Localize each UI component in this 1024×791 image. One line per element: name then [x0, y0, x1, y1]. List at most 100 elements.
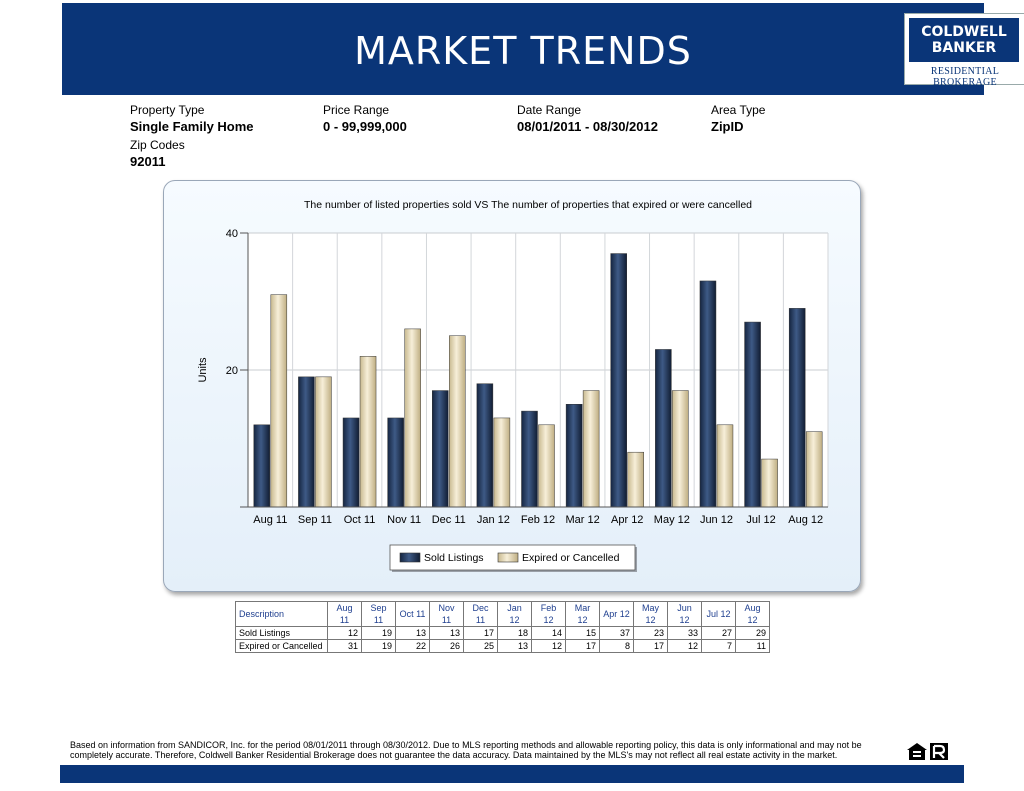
table-cell: 26: [429, 639, 464, 653]
data-table: Description Aug 11 Sep 11 Oct 11 Nov 11 Dec 1…: [235, 601, 770, 653]
date-range-value: 08/01/2011 - 08/30/2012: [517, 119, 658, 134]
table-cell: 22: [395, 639, 430, 653]
header-banner: MARKET TRENDS COLDWELL BANKER RESIDENTIA…: [62, 3, 1024, 95]
table-cell: 14: [531, 626, 566, 640]
table-header-cell: Apr 12: [599, 601, 634, 627]
property-type-label: Property Type: [130, 103, 205, 117]
bar-expired: [716, 424, 734, 508]
bar-expired: [270, 294, 288, 508]
price-range-value: 0 - 99,999,000: [323, 119, 407, 134]
bar-chart: The number of listed properties sold VS …: [197, 199, 829, 572]
logo-mark: COLDWELL BANKER: [909, 18, 1019, 62]
bar-sold: [387, 417, 404, 508]
x-tick-label: Jan 12: [477, 514, 510, 526]
table-header-cell: Aug 11: [327, 601, 362, 627]
table-cell: 29: [735, 626, 770, 640]
bar-expired: [538, 424, 555, 508]
table-cell: 12: [667, 639, 702, 653]
table-cell: 17: [463, 626, 498, 640]
legend-label: Expired or Cancelled: [522, 552, 620, 564]
table-cell: 27: [701, 626, 736, 640]
table-cell: 11: [735, 639, 770, 653]
table-header-cell: May 12: [633, 601, 668, 627]
bar-sold: [610, 253, 627, 508]
table-header-cell: Description: [235, 601, 328, 627]
zip-codes-label: Zip Codes: [130, 138, 185, 152]
logo-subtitle: RESIDENTIAL BROKERAGE: [930, 66, 1000, 88]
table-cell: 19: [361, 639, 396, 653]
bar-sold: [655, 349, 672, 508]
table-row-label: Sold Listings: [235, 626, 328, 640]
x-tick-label: Sep 11: [298, 514, 332, 526]
x-tick-label: Nov 11: [387, 514, 421, 526]
y-tick-label: 20: [226, 365, 238, 377]
legend-swatch: [399, 552, 421, 563]
bar-expired: [449, 335, 466, 508]
bar-expired: [627, 451, 644, 508]
chart-panel: The number of listed properties sold VS …: [163, 180, 861, 592]
bar-sold: [253, 424, 271, 508]
table-cell: 15: [565, 626, 600, 640]
logo-line2: BANKER: [931, 40, 997, 56]
table-header-cell: Aug 12: [735, 601, 770, 627]
table-cell: 8: [599, 639, 634, 653]
x-tick-label: Oct 11: [344, 514, 376, 526]
disclaimer-line1: Based on information from SANDICOR, Inc.…: [70, 740, 862, 750]
bar-expired: [582, 390, 600, 508]
disclaimer: Based on information from SANDICOR, Inc.…: [70, 740, 890, 760]
table-header-cell: Nov 11: [429, 601, 464, 627]
bar-expired: [404, 328, 421, 508]
bar-sold: [298, 376, 315, 508]
bar-expired: [493, 417, 511, 508]
bar-sold: [432, 390, 449, 508]
bar-sold: [744, 321, 761, 508]
table-header-cell: Jun 12: [667, 601, 702, 627]
table-cell: 31: [327, 639, 362, 653]
bar-expired: [315, 376, 332, 508]
table-row: Sold Listings 12 19 13 13 17 18 14 15 37 23 33 27 29: [235, 626, 770, 640]
chart-title: The number of listed properties sold VS …: [304, 199, 752, 211]
table-cell: 7: [701, 639, 736, 653]
table-cell: 12: [327, 626, 362, 640]
area-type-value: ZipID: [711, 119, 744, 134]
table-header-cell: Feb 12: [531, 601, 566, 627]
table-cell: 19: [361, 626, 396, 640]
legend-swatch: [497, 552, 519, 563]
zip-codes-value: 92011: [130, 154, 166, 169]
price-range-label: Price Range: [323, 103, 390, 117]
table-header-row: Description Aug 11 Sep 11 Oct 11 Nov 11 Dec 1…: [235, 601, 770, 627]
x-tick-label: Aug 12: [788, 514, 823, 526]
table-cell: 13: [429, 626, 464, 640]
x-tick-label: Mar 12: [565, 514, 599, 526]
bar-sold: [342, 417, 360, 508]
date-range-label: Date Range: [517, 103, 582, 117]
y-axis-label: Units: [197, 357, 209, 383]
table-header-cell: Jan 12: [497, 601, 532, 627]
bar-sold: [788, 308, 806, 508]
area-type-label: Area Type: [711, 103, 766, 117]
bar-sold: [699, 280, 717, 508]
x-tick-label: May 12: [654, 514, 690, 526]
table-header-cell: Sep 11: [361, 601, 396, 627]
legend-label: Sold Listings: [424, 552, 484, 564]
table-header-cell: Dec 11: [463, 601, 498, 627]
table-header-cell: Oct 11: [395, 601, 430, 627]
table-header-cell: Mar 12: [565, 601, 600, 627]
x-tick-label: Aug 11: [253, 514, 287, 526]
table-row-label: Expired or Cancelled: [235, 639, 328, 653]
table-cell: 17: [565, 639, 600, 653]
disclaimer-line2: completely accurate. Therefore, Coldwell…: [70, 750, 838, 760]
table-cell: 17: [633, 639, 668, 653]
x-tick-label: Apr 12: [611, 514, 643, 526]
table-cell: 18: [497, 626, 532, 640]
bar-expired: [672, 390, 689, 508]
x-tick-label: Dec 11: [432, 514, 466, 526]
bar-expired: [761, 458, 778, 508]
coldwell-banker-logo: COLDWELL BANKER RESIDENTIAL BROKERAGE: [904, 13, 1024, 88]
bar-sold: [521, 410, 538, 508]
table-cell: 13: [497, 639, 532, 653]
x-tick-label: Feb 12: [521, 514, 555, 526]
table-row: Expired or Cancelled 31 19 22 26 25 13 12 17 8 17 1…: [235, 639, 770, 653]
page-title: MARKET TRENDS: [354, 29, 692, 73]
bar-expired: [359, 356, 377, 508]
